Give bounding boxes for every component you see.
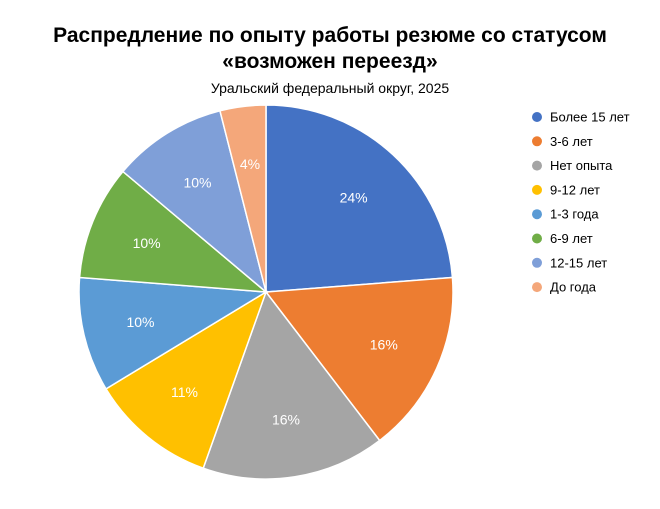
pie-slice [219,104,267,293]
legend-label: 3-6 лет [550,134,593,149]
legend-swatch [532,282,542,293]
pie-slice [264,276,454,442]
legend-swatch [532,233,542,244]
legend-label: 6-9 лет [550,231,593,246]
legend-swatch [532,136,542,147]
legend-swatch [532,209,542,220]
chart-title-line-2: «возможен переезд» [222,50,437,73]
pie-slice [78,170,269,293]
slice-value-label: 10% [126,314,154,330]
legend-label: 9-12 лет [550,182,600,197]
pie-slice [265,104,454,293]
slice-value-label: 10% [183,175,211,191]
pie-slice [104,290,268,470]
chart-subtitle: Уральский федеральный округ, 2025 [211,80,450,96]
slice-value-label: 11% [171,384,198,400]
legend-label: Нет опыта [550,158,613,173]
legend-label: Более 15 лет [550,110,630,125]
pie-slice [202,290,381,480]
legend-label: 12-15 лет [550,255,607,270]
pie-slices [78,104,454,480]
pie-slice [78,276,269,390]
legend-label: 1-3 года [550,207,599,222]
legend: Более 15 лет 3-6 лет Нет опыта 9-12 лет 1-3 … [532,110,630,295]
slice-value-label: 24% [340,189,368,205]
slice-value-label: 16% [272,411,300,427]
slice-value-label: 16% [370,337,398,353]
legend-swatch [532,160,542,171]
slice-value-label: 10% [133,235,161,251]
pie-slice [121,109,268,295]
pie-labels: 24% 16% 16% 11% 10% 10% 10% 4% [126,156,397,427]
chart-title-line-1: Распредление по опыту работы резюме со с… [53,24,607,47]
slice-value-label: 4% [240,156,260,172]
legend-swatch [532,112,542,122]
legend-swatch [532,257,542,268]
legend-swatch [532,184,542,195]
legend-label: До года [550,280,597,295]
